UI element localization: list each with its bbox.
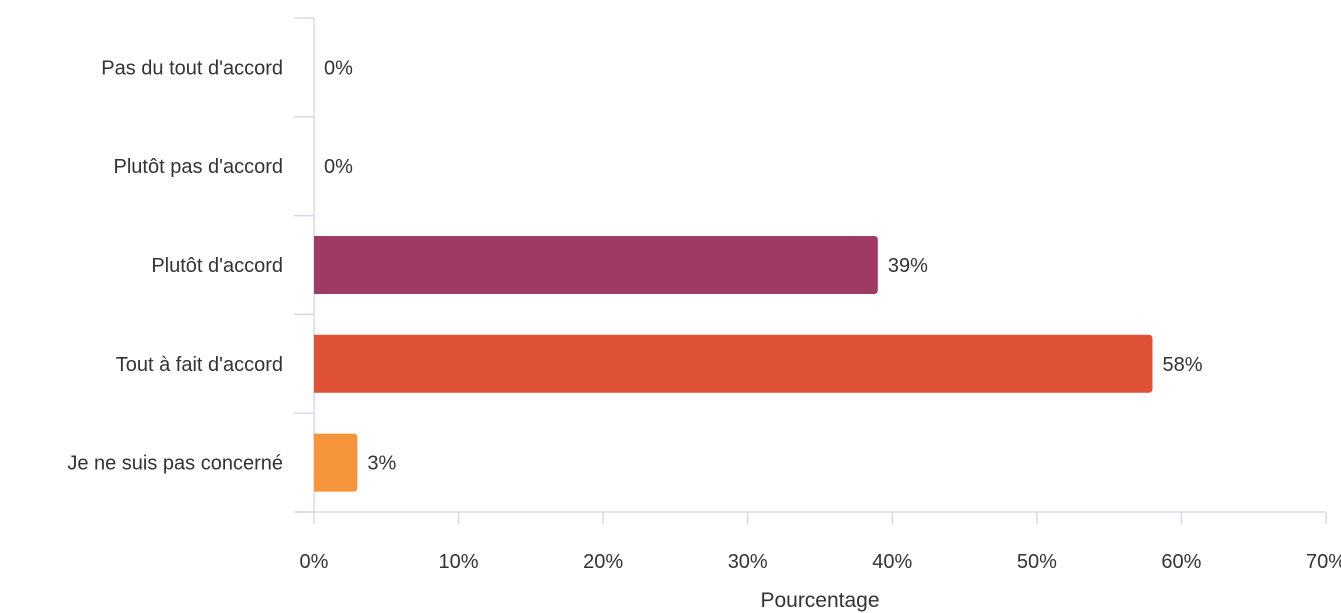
x-tick-label: 0% — [300, 551, 329, 573]
category-label: Pas du tout d'accord — [101, 57, 283, 79]
category-label: Je ne suis pas concerné — [67, 453, 283, 475]
x-tick-label: 60% — [1161, 551, 1201, 573]
x-axis-title: Pourcentage — [760, 589, 879, 612]
x-tick-label: 10% — [439, 551, 479, 573]
bars-group — [314, 236, 1153, 492]
labels-group: 0% 10% 20% 30% 40% 50% 60% 70% Pas du tout d'acc… — [67, 57, 1341, 573]
x-tick-label: 70% — [1306, 551, 1341, 573]
bar-value-label: 0% — [324, 57, 353, 79]
bar — [314, 433, 358, 492]
x-tick-label: 50% — [1017, 551, 1057, 573]
bar-value-label: 0% — [324, 156, 353, 178]
x-tick-label: 40% — [872, 551, 912, 573]
category-label: Tout à fait d'accord — [116, 354, 283, 376]
category-label: Plutôt pas d'accord — [114, 156, 283, 178]
bar-value-label: 58% — [1163, 354, 1203, 376]
bar — [314, 334, 1153, 393]
category-label: Plutôt d'accord — [151, 255, 283, 277]
x-tick-label: 20% — [583, 551, 623, 573]
bar-value-label: 3% — [367, 453, 396, 475]
bar-value-label: 39% — [888, 255, 928, 277]
x-tick-label: 30% — [728, 551, 768, 573]
bar — [314, 236, 878, 294]
